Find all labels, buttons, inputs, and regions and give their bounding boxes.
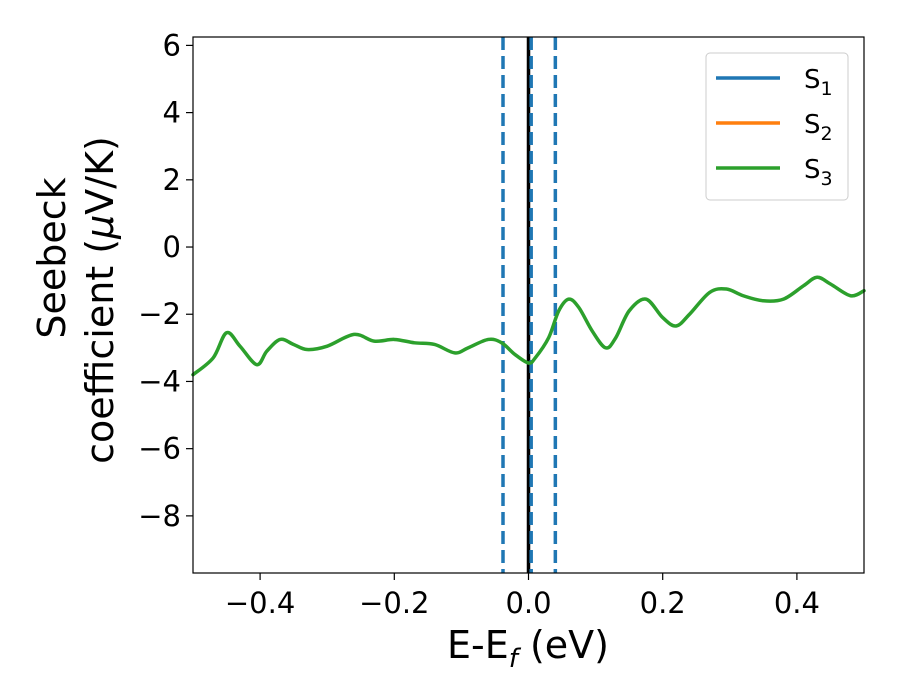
x-tick-label: 0.0 (505, 586, 551, 620)
legend-label: S1 (804, 65, 833, 100)
legend-label: S3 (804, 155, 833, 190)
y-tick-label: −6 (138, 432, 181, 466)
y-tick-label: 0 (163, 230, 181, 264)
legend: S1 S2 S3 (705, 52, 849, 201)
series-line-S3 (191, 275, 866, 377)
series-lines (191, 275, 866, 377)
x-tick-label: 0.4 (774, 586, 820, 620)
x-tick-label: −0.4 (225, 586, 295, 620)
y-axis-title: Seebeck coefficient (μV/K) (30, 136, 122, 464)
legend-label: S2 (804, 110, 833, 145)
y-axis-title-line2: coefficient (μV/K) (78, 136, 122, 464)
y-tick-label: 4 (163, 96, 181, 130)
y-tick-label: −2 (138, 297, 181, 331)
y-tick-label: 2 (163, 163, 181, 197)
legend-box (705, 52, 849, 201)
x-axis-title: E-Ef (eV) (447, 623, 609, 674)
y-axis-ticks: −8 −6 −4 −2 0 2 4 6 (138, 28, 193, 533)
y-tick-label: 6 (163, 28, 181, 62)
reference-lines (501, 37, 558, 573)
x-tick-label: −0.2 (359, 586, 429, 620)
x-axis-ticks: −0.4 −0.2 0.0 0.2 0.4 (225, 573, 820, 620)
y-axis-title-line1: Seebeck (30, 177, 74, 338)
y-tick-label: −8 (138, 499, 181, 533)
y-tick-label: −4 (138, 364, 181, 398)
x-tick-label: 0.2 (640, 586, 686, 620)
